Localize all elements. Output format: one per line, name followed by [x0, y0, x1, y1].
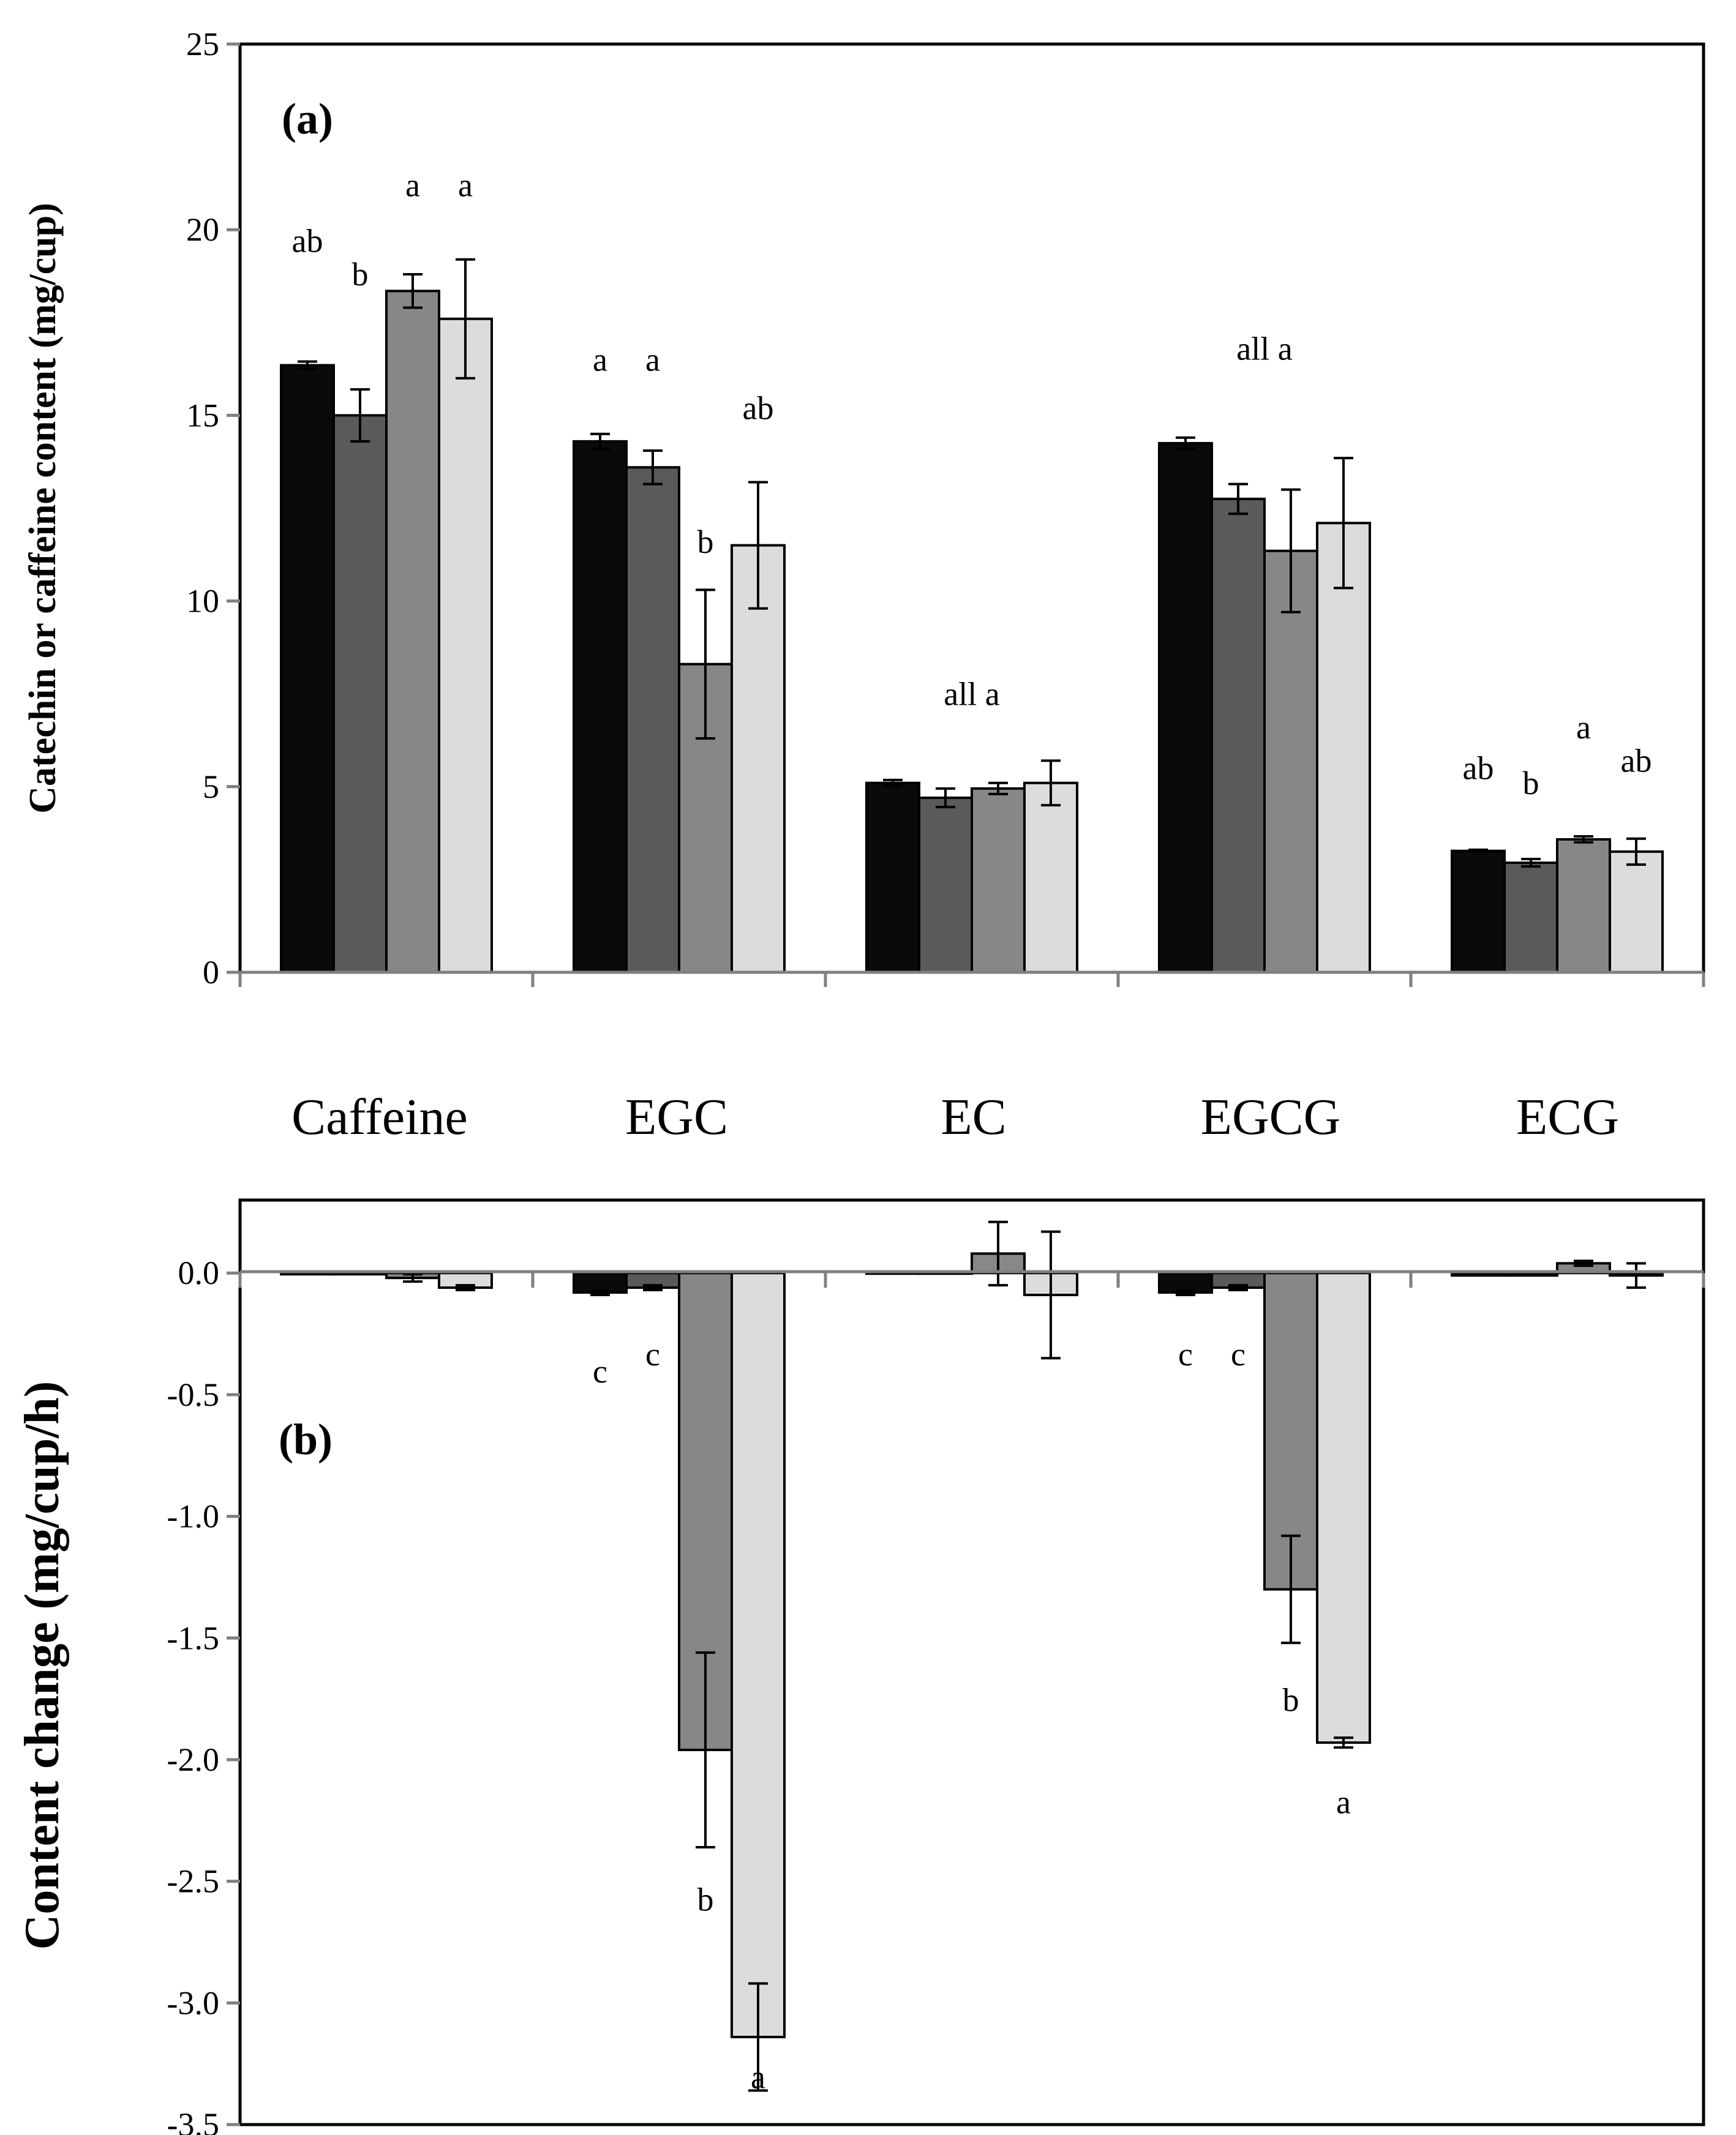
panel-b-y-tick-label: -1.5: [167, 1619, 219, 1656]
panel-b-significance-label: c: [1231, 1336, 1246, 1373]
panel-b-significance-label: a: [751, 2058, 765, 2095]
panel-a-bar-egc-s2: [625, 466, 680, 974]
panel-a-bar-egcg-s4: [1316, 522, 1371, 974]
panel-b-y-tick-label: -1.0: [167, 1498, 219, 1535]
panel-a-label: (a): [282, 94, 333, 143]
panel-a-bar-ec-s1: [865, 781, 920, 974]
panel-a-bar-egc-s4: [731, 544, 786, 974]
panel-b-y-tick-label: 0.0: [178, 1255, 220, 1291]
panel-b-x-ticks: [238, 1273, 1705, 1288]
panel-b-bar-caffeine-s1: [280, 1272, 335, 1276]
panel-b-bar-ecg-s2: [1503, 1272, 1558, 1277]
panel-b-bar-egc-s4: [731, 1272, 786, 2038]
panel-a-y-tick-label: 5: [203, 768, 219, 805]
panel-a-significance-label: ab: [743, 389, 774, 426]
panel-a-bar-caffeine-s3: [385, 290, 440, 974]
panel-a-significance-label: a: [1576, 709, 1591, 746]
category-label-caffeine: Caffeine: [291, 1089, 468, 1146]
panel-a-y-tick-label: 25: [186, 26, 219, 62]
panel-a-bar-ecg-s1: [1451, 849, 1506, 974]
category-label-egcg: EGCG: [1201, 1089, 1341, 1146]
panel-a-significance-label: ab: [1621, 743, 1652, 779]
panel-b-bar-caffeine-s2: [333, 1272, 388, 1276]
category-label-egc: EGC: [625, 1089, 728, 1146]
panel-a-bar-ec-s3: [971, 787, 1026, 974]
panel-a-significance-label: a: [645, 342, 660, 378]
panel-a-bar-ec-s2: [918, 796, 973, 974]
panel-a-bar-caffeine-s1: [280, 364, 335, 974]
panel-a-bar-ecg-s4: [1609, 850, 1664, 974]
panel-a-bar-ec-s4: [1023, 781, 1078, 974]
panel-a-significance-label: all a: [944, 675, 999, 712]
panel-b-y-tick-label: -3.0: [167, 1984, 219, 2021]
panel-a-x-ticks: [238, 972, 1705, 987]
panel-b-plot-area: [238, 1198, 1705, 2126]
panel-a-significance-label: b: [697, 523, 714, 560]
panel-a-y-tick-label: 20: [186, 211, 219, 248]
panel-b-y-tick-label: -2.5: [167, 1863, 219, 1900]
category-label-ecg: ECG: [1516, 1089, 1619, 1146]
panel-a-significance-label: b: [1523, 765, 1539, 801]
panel-b-y-ticks: 0.0 -0.5 -1.0 -1.5 -2.0 -2.5 -3.0 -3.5: [167, 1255, 240, 2135]
panel-a-bar-caffeine-s4: [438, 317, 493, 974]
panel-b-significance-label: b: [1283, 1681, 1299, 1718]
panel-b-significance-label: a: [1336, 1784, 1351, 1820]
panel-a-significance-label: a: [458, 167, 473, 204]
panel-b-y-tick-label: -2.0: [167, 1741, 219, 1778]
panel-a-bars: [280, 258, 1664, 974]
panel-a-significance-label: a: [593, 342, 607, 378]
panel-a-bar-egc-s3: [678, 662, 733, 974]
category-label-ec: EC: [941, 1089, 1006, 1146]
panel-a-significance-label: a: [405, 167, 420, 204]
panel-b-bar-ecg-s1: [1451, 1272, 1506, 1277]
panel-b-bar-egcg-s4: [1316, 1272, 1371, 1744]
panel-b-y-tick-label: -3.5: [167, 2106, 219, 2135]
panel-a-significance-label: b: [352, 256, 369, 293]
panel-b-significance-label: b: [697, 1881, 714, 1918]
panel-b-y-axis-label: Content change (mg/cup/h): [15, 1381, 69, 1950]
panel-a-significance-label: ab: [292, 223, 323, 260]
panel-a-bar-egcg-s1: [1158, 441, 1213, 974]
panel-b-significance-label: c: [645, 1336, 660, 1373]
panel-b-annotations: c c b a c c b a: [593, 1336, 1351, 2095]
panel-a-bar-ecg-s2: [1503, 861, 1558, 974]
panel-a-bar-ecg-s3: [1556, 838, 1611, 974]
panel-a-y-tick-label: 10: [186, 583, 219, 620]
panel-a-y-ticks: 0 5 10 15 20 25: [186, 26, 240, 991]
panel-b-significance-label: c: [593, 1353, 607, 1390]
panel-a-bar-egcg-s2: [1211, 497, 1266, 974]
panel-a-y-axis-label: Catechin or caffeine content (mg/cup): [22, 203, 64, 814]
panel-a-bar-egc-s1: [573, 440, 628, 974]
panel-a-bar-egcg-s3: [1263, 549, 1318, 974]
panel-b-significance-label: c: [1178, 1336, 1193, 1373]
panel-b-label: (b): [279, 1415, 333, 1464]
panel-a-y-tick-label: 0: [203, 954, 219, 991]
category-labels: Caffeine EGC EC EGCG ECG: [291, 1089, 1619, 1146]
panel-a-significance-label: ab: [1463, 750, 1494, 787]
panel-a-bar-caffeine-s2: [333, 414, 388, 974]
panel-a-significance-label: all a: [1236, 330, 1292, 367]
panel-a-y-tick-label: 15: [186, 397, 219, 433]
panel-b-y-tick-label: -0.5: [167, 1376, 219, 1413]
